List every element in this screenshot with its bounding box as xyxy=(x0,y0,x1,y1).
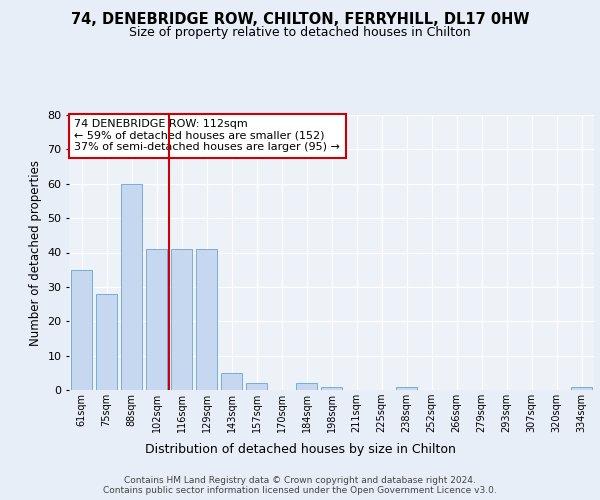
Text: 74, DENEBRIDGE ROW, CHILTON, FERRYHILL, DL17 0HW: 74, DENEBRIDGE ROW, CHILTON, FERRYHILL, … xyxy=(71,12,529,28)
Bar xyxy=(171,249,192,390)
Bar xyxy=(121,184,142,390)
Bar xyxy=(246,383,267,390)
Text: 74 DENEBRIDGE ROW: 112sqm
← 59% of detached houses are smaller (152)
37% of semi: 74 DENEBRIDGE ROW: 112sqm ← 59% of detac… xyxy=(74,119,340,152)
Bar xyxy=(321,386,342,390)
Bar xyxy=(146,249,167,390)
Text: Size of property relative to detached houses in Chilton: Size of property relative to detached ho… xyxy=(129,26,471,39)
Bar xyxy=(71,270,92,390)
Bar xyxy=(96,294,117,390)
Bar xyxy=(396,386,417,390)
Bar xyxy=(196,249,217,390)
Bar xyxy=(296,383,317,390)
Bar xyxy=(221,373,242,390)
Y-axis label: Number of detached properties: Number of detached properties xyxy=(29,160,41,346)
Text: Distribution of detached houses by size in Chilton: Distribution of detached houses by size … xyxy=(145,442,455,456)
Text: Contains HM Land Registry data © Crown copyright and database right 2024.
Contai: Contains HM Land Registry data © Crown c… xyxy=(103,476,497,495)
Bar xyxy=(571,386,592,390)
